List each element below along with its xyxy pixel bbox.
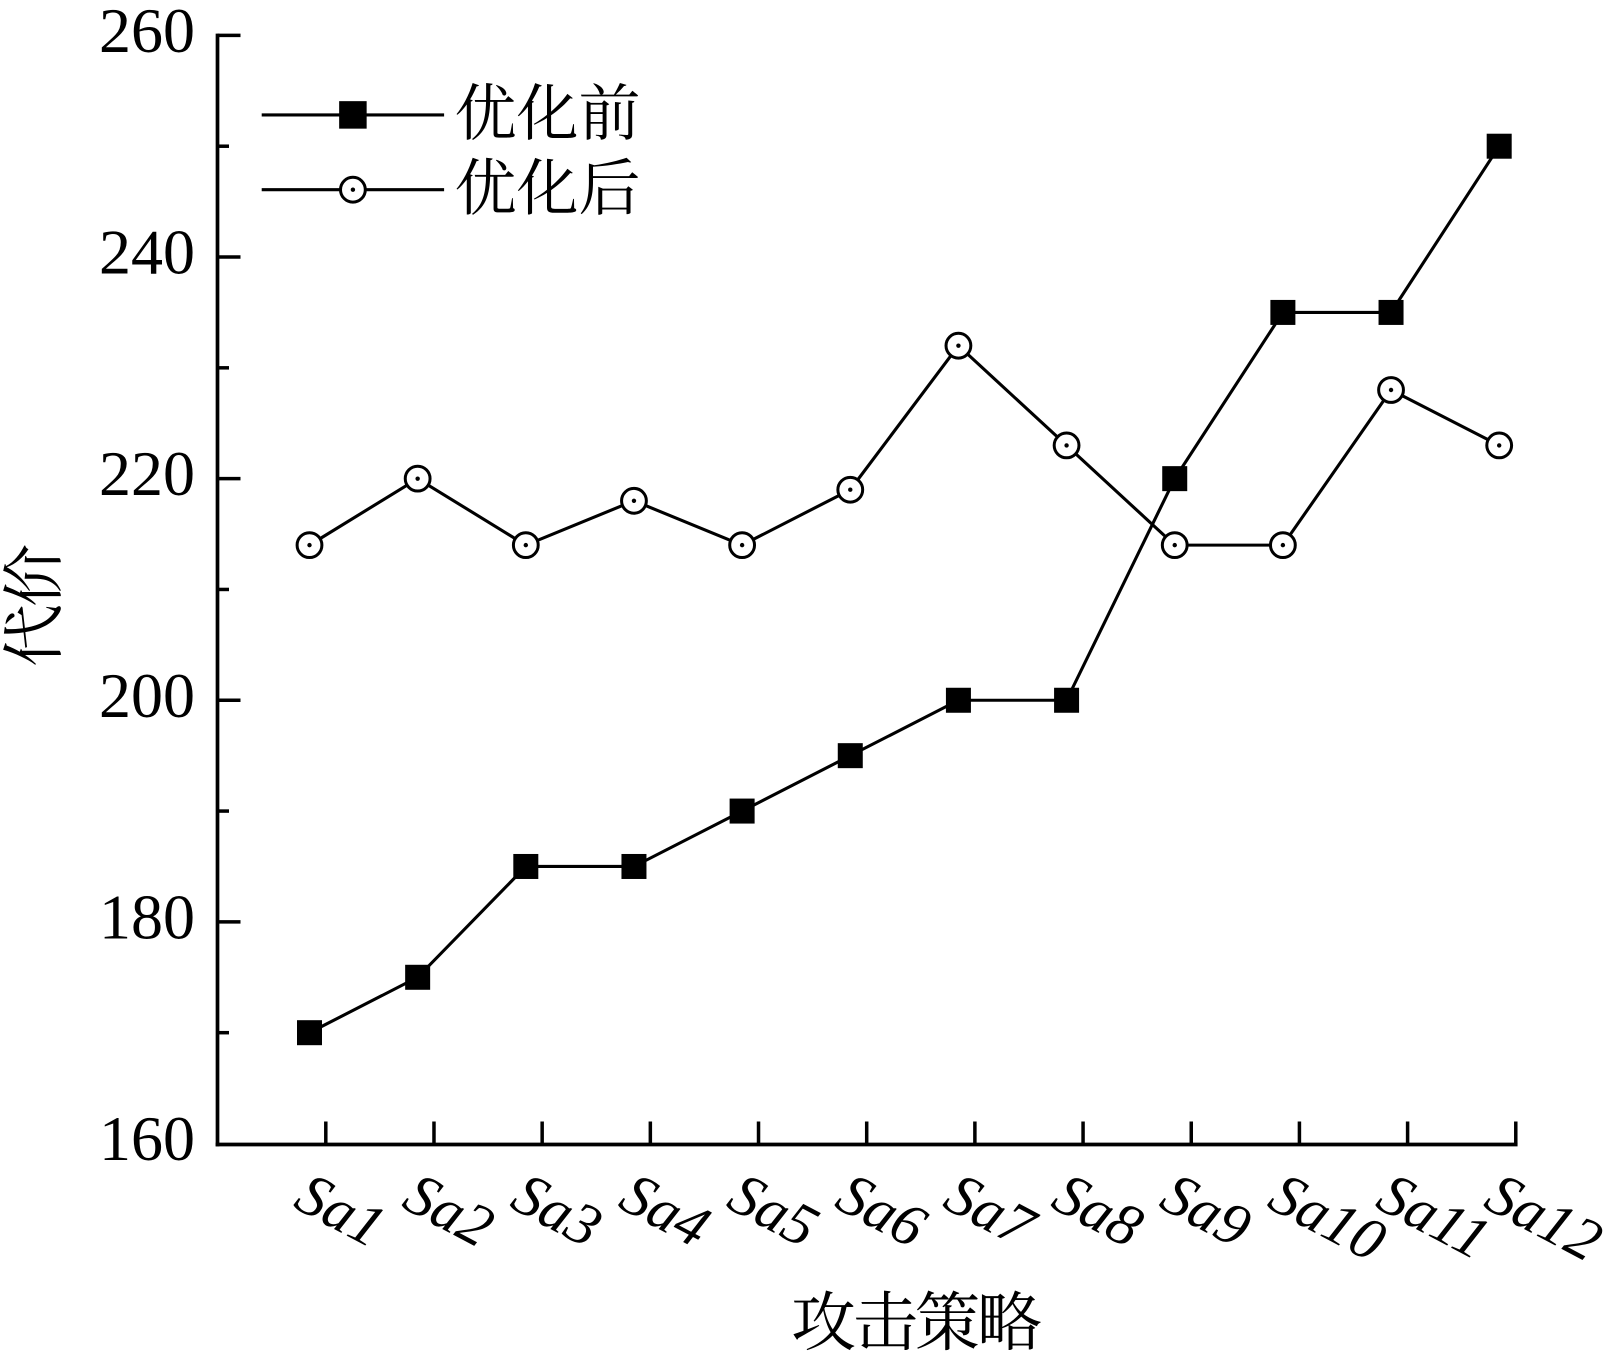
cjk-char (793, 1290, 855, 1351)
marker-circle-dot (415, 476, 420, 481)
marker-square (513, 853, 539, 879)
marker-circle-dot (1496, 443, 1502, 448)
marker-circle-dot (1280, 542, 1286, 548)
y-tick-label: 200 (99, 660, 195, 731)
marker-square (837, 743, 863, 769)
marker-square (297, 1020, 322, 1046)
x-axis-title-text: 攻击策略 (793, 1290, 1041, 1351)
y-tick-label: 160 (99, 1103, 195, 1174)
marker-square (1486, 133, 1512, 159)
marker-circle-dot (956, 343, 961, 348)
marker-circle-dot (1064, 443, 1069, 448)
legend-entry-1: 优化后 (261, 157, 639, 215)
marker-square (621, 853, 647, 879)
y-tick-label: 240 (99, 217, 195, 288)
cjk-char (981, 1290, 1041, 1351)
x-axis-title: 攻击策略 攻击策略 (793, 1290, 1041, 1351)
y-axis-tick-labels: 160 180 200 220 240 260 (99, 0, 195, 1174)
marker-circle-dot (739, 542, 745, 548)
cjk-char (916, 1290, 978, 1351)
y-tick-label: 180 (99, 881, 195, 952)
marker-square (405, 964, 431, 990)
marker-circle-dot (848, 487, 853, 492)
cjk-char (456, 83, 515, 141)
series-group: 优化前优化后 (295, 133, 1514, 1046)
marker-circle-dot (307, 542, 312, 548)
y-tick-label: 260 (99, 0, 195, 66)
series-line (308, 343, 1500, 547)
marker-circle-dot (523, 542, 529, 548)
legend-entry-0: 优化前 (261, 83, 639, 141)
series-1: 优化后 (295, 331, 1514, 560)
cjk-char (3, 606, 61, 665)
marker-square (1054, 687, 1080, 713)
marker-square (729, 798, 755, 824)
series-line (308, 145, 1501, 1035)
cjk-char (517, 157, 577, 215)
legend-label: 优化前 (456, 83, 639, 141)
legend-label: 优化后 (456, 157, 639, 215)
x-axis-ticks (324, 1121, 1518, 1145)
cjk-char (580, 157, 639, 215)
cjk-char (855, 1290, 916, 1350)
y-tick-label: 220 (99, 438, 195, 509)
cjk-char (456, 157, 515, 215)
marker-square (1378, 299, 1404, 325)
marker-square (339, 101, 367, 129)
marker-circle-dot (1388, 387, 1394, 393)
marker-square (1270, 299, 1296, 325)
marker-square (945, 687, 971, 713)
y-axis-title: 代价 代价 (3, 545, 61, 665)
cjk-char (517, 83, 577, 140)
marker-square (1162, 466, 1188, 492)
marker-circle-dot (1172, 542, 1177, 548)
marker-circle-dot (350, 187, 356, 192)
y-axis-title-text: 代价 (3, 545, 61, 665)
cjk-char (580, 83, 639, 140)
y-axis-ticks (217, 33, 241, 1035)
marker-circle-dot (631, 498, 637, 504)
cjk-char (3, 545, 61, 605)
series-0: 优化前 (297, 133, 1512, 1046)
legend: 优化前优化后 (261, 83, 639, 215)
